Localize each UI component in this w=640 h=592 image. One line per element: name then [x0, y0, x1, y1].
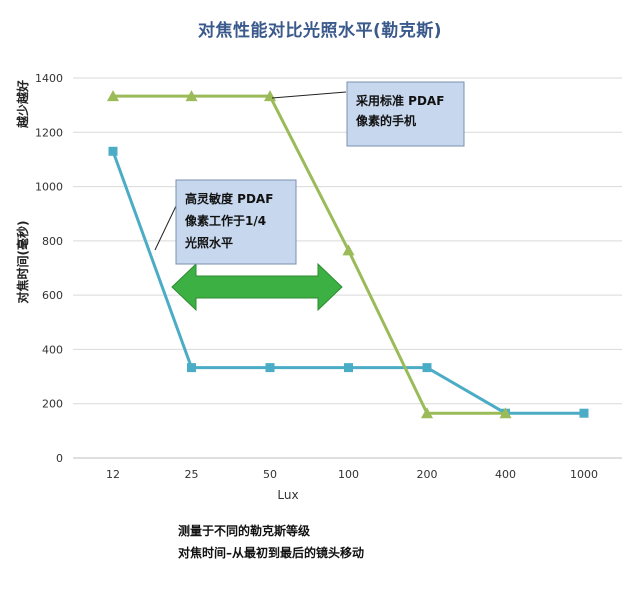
data-point [499, 407, 512, 419]
y-tick-label: 800 [42, 235, 63, 248]
data-point [185, 90, 198, 102]
y-tick-label: 0 [56, 452, 63, 465]
y-tick-label: 1200 [35, 126, 63, 139]
y-tick-label: 200 [42, 398, 63, 411]
callout-line [271, 91, 347, 99]
footnote-line-1: 测量于不同的勒克斯等级 [178, 524, 311, 538]
callout-box [175, 179, 297, 265]
data-point [264, 90, 276, 102]
data-point [342, 244, 355, 256]
data-point [344, 363, 353, 373]
data-point [107, 90, 119, 102]
y-tick-label: 1400 [35, 72, 63, 85]
x-axis-label: Lux [277, 488, 298, 502]
series-line-2 [113, 94, 506, 415]
x-tick-label: 25 [185, 468, 199, 481]
callout-text: 采用标准 PDAF [355, 93, 444, 108]
y-axis-label: 对焦时间(毫秒) [15, 221, 30, 304]
data-point [421, 407, 433, 419]
y-tick-label: 600 [42, 289, 63, 302]
data-point [187, 363, 196, 373]
y-axis-top-label: 越少越好 [15, 80, 30, 129]
y-tick-label: 400 [42, 343, 63, 356]
data-point [579, 408, 589, 418]
x-tick-label: 400 [495, 468, 516, 481]
x-tick-label: 50 [263, 468, 277, 481]
data-point [108, 146, 118, 156]
chart-title: 对焦性能对比光照水平(勒克斯) [197, 21, 443, 41]
callout-text: 像素的手机 [356, 113, 416, 128]
callout-text: 高灵敏度 PDAF [185, 191, 273, 206]
x-tick-label: 100 [338, 468, 359, 481]
data-point [265, 363, 275, 373]
x-tick-label: 200 [417, 468, 438, 481]
x-tick-label: 1000 [570, 468, 598, 481]
callout-line [154, 205, 177, 251]
callout-text: 像素工作于1/4 [185, 213, 266, 228]
footnote-line-2: 对焦时间–从最初到最后的镜头移动 [178, 546, 365, 560]
x-tick-label: 12 [106, 468, 120, 481]
callout-text: 光照水平 [184, 235, 233, 250]
callout-box [346, 81, 465, 147]
y-tick-label: 1000 [35, 181, 63, 194]
data-point [422, 363, 432, 373]
double-arrow [171, 262, 343, 312]
